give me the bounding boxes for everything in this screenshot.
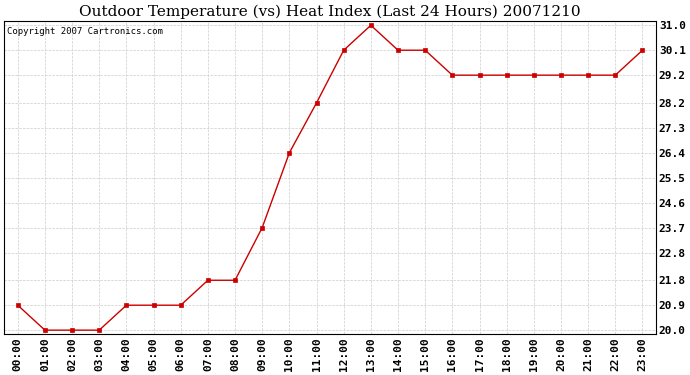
Text: Copyright 2007 Cartronics.com: Copyright 2007 Cartronics.com bbox=[8, 27, 164, 36]
Title: Outdoor Temperature (vs) Heat Index (Last 24 Hours) 20071210: Outdoor Temperature (vs) Heat Index (Las… bbox=[79, 4, 581, 18]
